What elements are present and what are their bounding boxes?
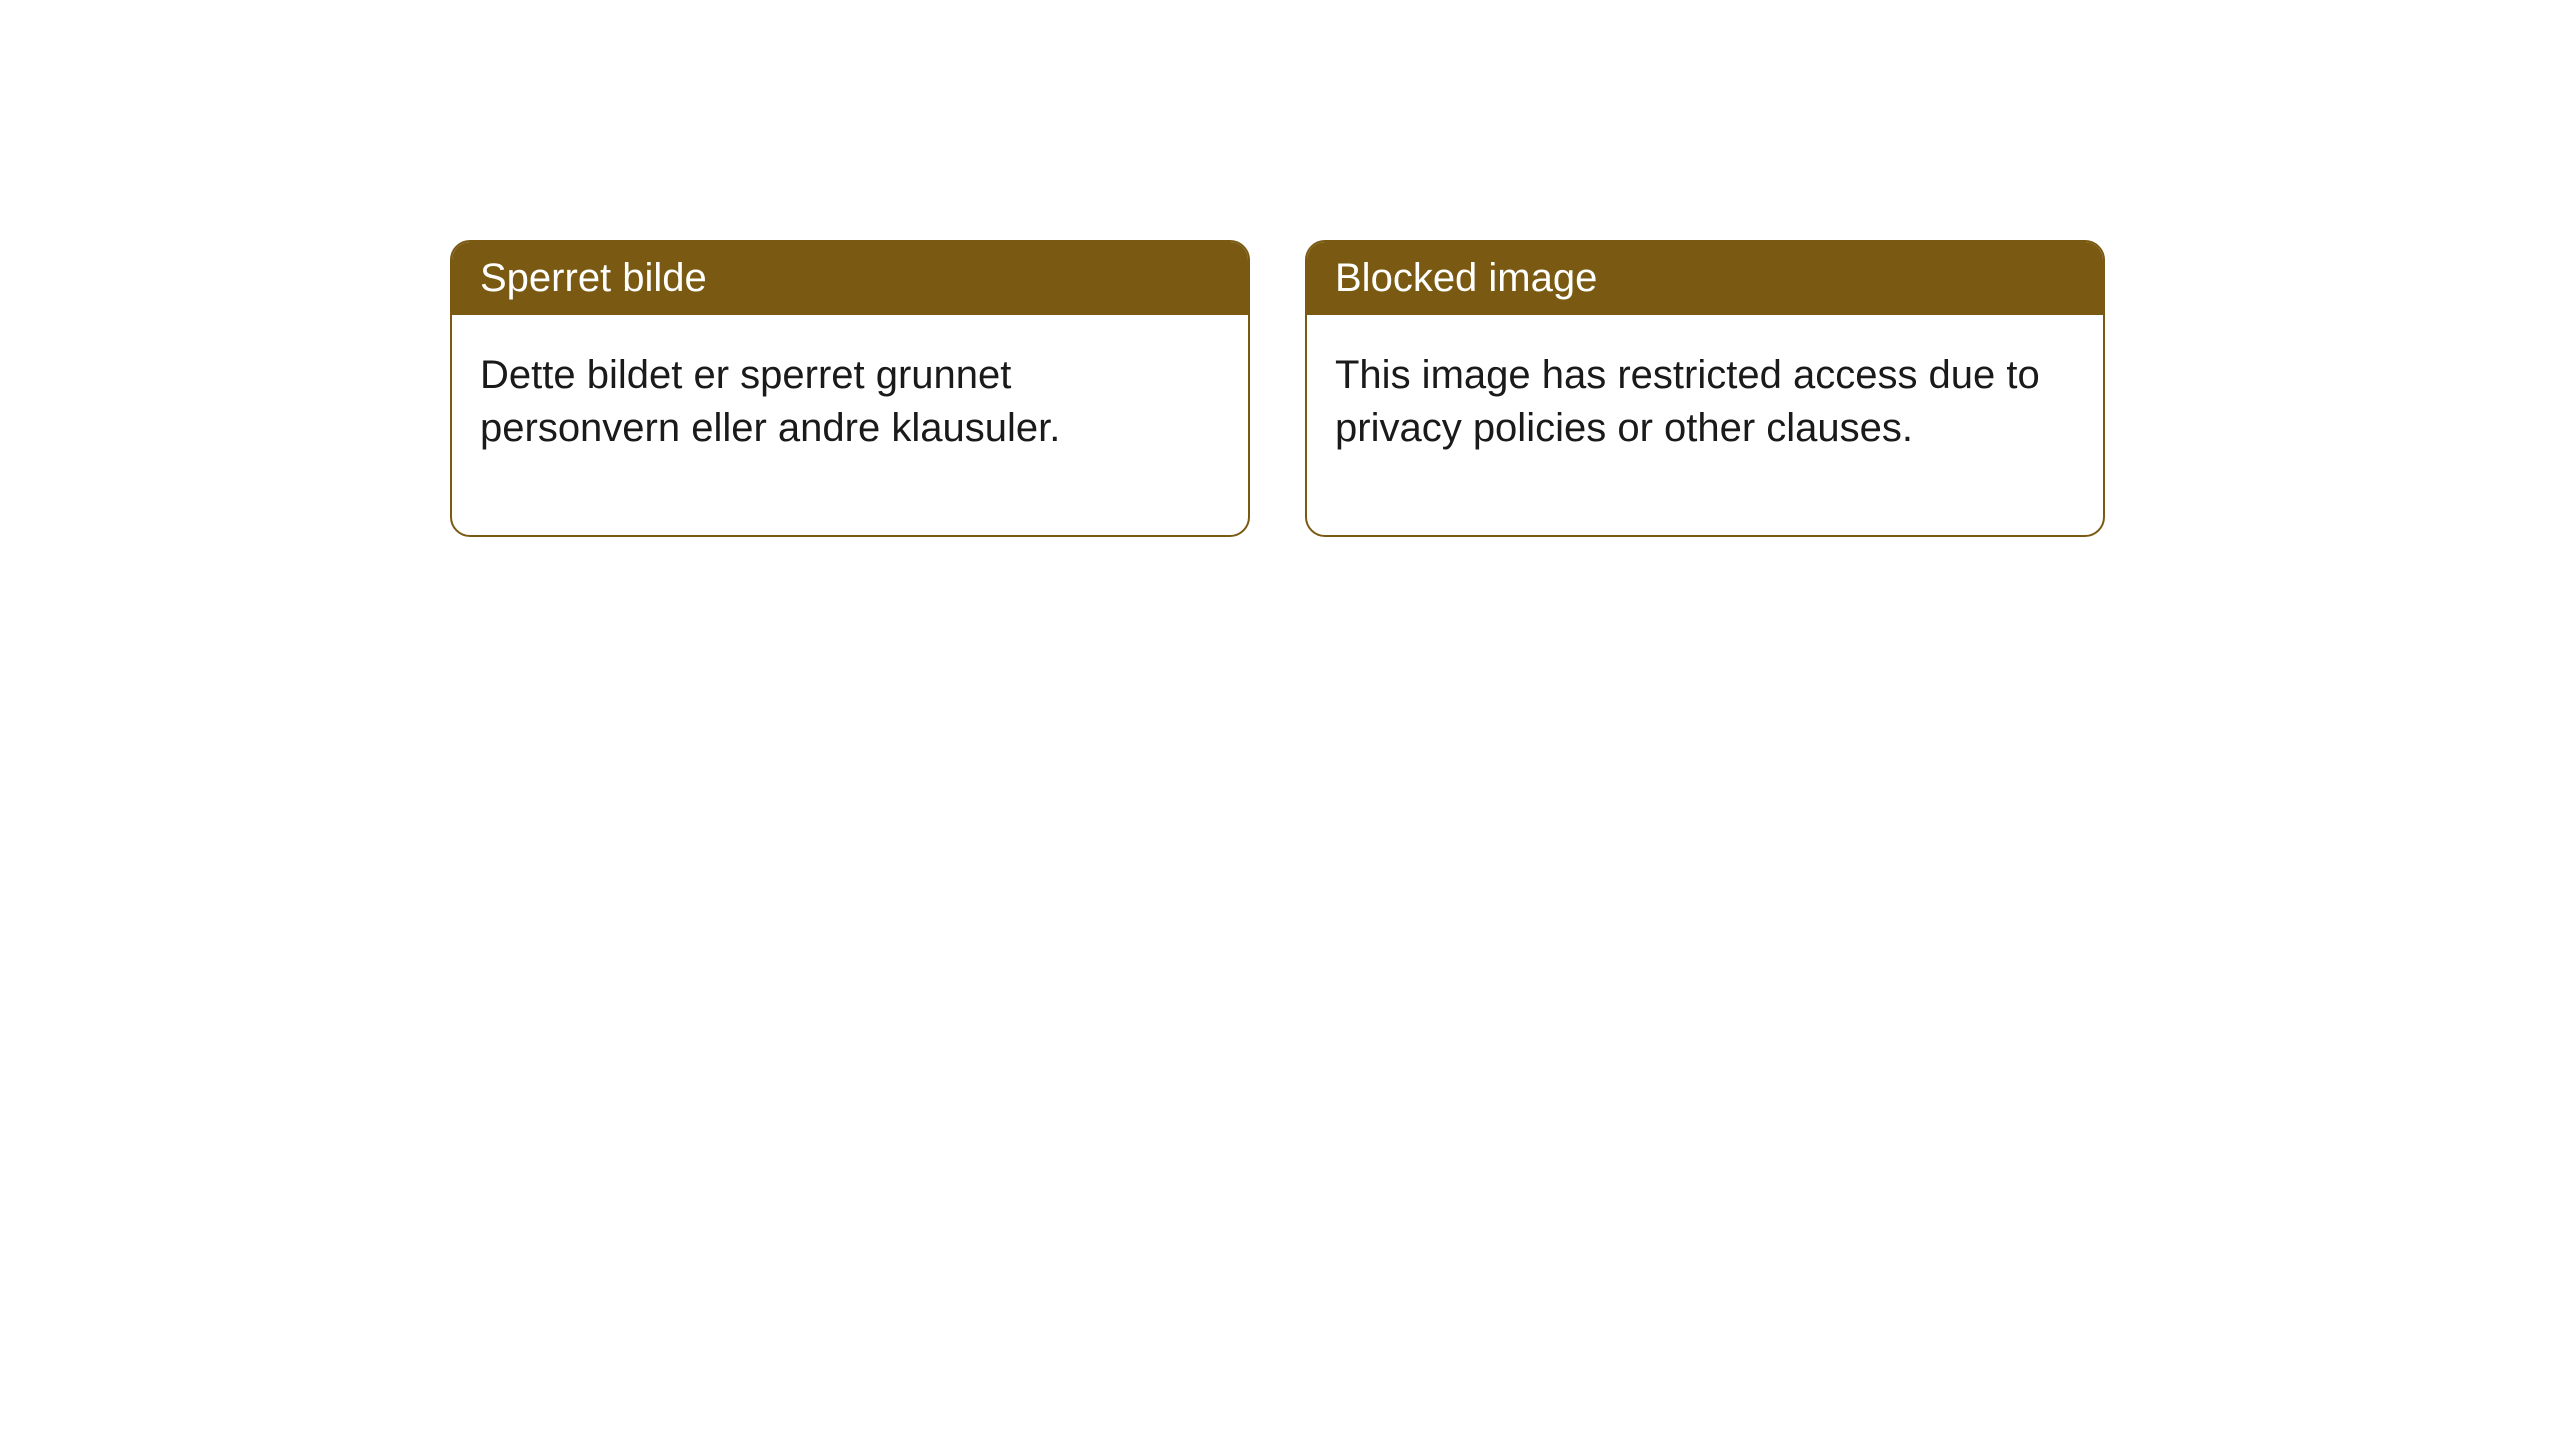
panel-body-right: This image has restricted access due to … [1307,315,2103,535]
panel-header-right: Blocked image [1307,242,2103,315]
panel-body-left: Dette bildet er sperret grunnet personve… [452,315,1248,535]
notice-container: Sperret bilde Dette bildet er sperret gr… [450,240,2105,537]
panel-header-left: Sperret bilde [452,242,1248,315]
blocked-image-notice-en: Blocked image This image has restricted … [1305,240,2105,537]
blocked-image-notice-no: Sperret bilde Dette bildet er sperret gr… [450,240,1250,537]
